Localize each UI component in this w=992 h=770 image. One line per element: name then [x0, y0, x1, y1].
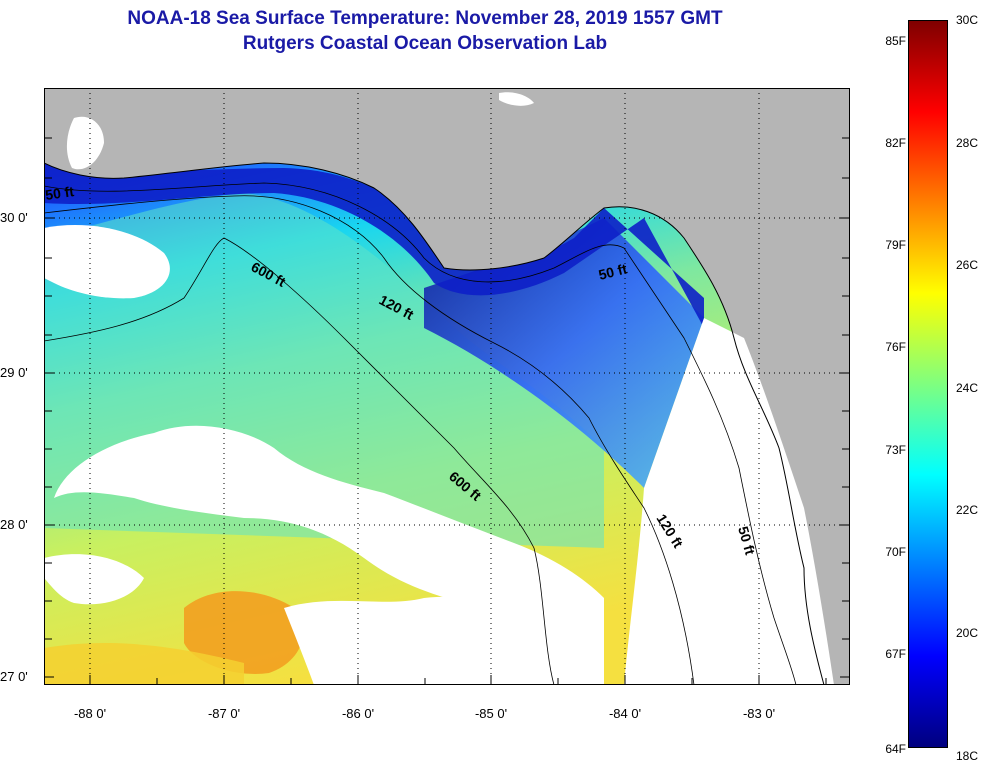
contour-600ft: [44, 237, 555, 685]
title-line-1: NOAA-18 Sea Surface Temperature: Novembe…: [127, 8, 723, 29]
cb-f-70: 70F: [885, 545, 906, 559]
sst-map-canvas: 50 ft 600 ft 120 ft 50 ft 600 ft 120 ft …: [44, 88, 850, 685]
cb-f-76: 76F: [885, 340, 906, 354]
lon-label-87: -87 0': [207, 706, 241, 721]
cloud-central: [54, 425, 604, 618]
cb-c-28: 28C: [956, 136, 979, 150]
lat-label-27: 27 0': [0, 669, 28, 684]
map-border: [44, 88, 850, 685]
contour-label-7: 50 ft: [735, 524, 758, 556]
lat-label-30: 30 0': [0, 210, 28, 225]
cb-c-20: 20C: [956, 626, 979, 640]
cloud-south: [284, 596, 604, 685]
cb-f-79: 79F: [885, 238, 906, 252]
lat-label-29: 29 0': [0, 365, 28, 380]
cloud-north: [499, 92, 534, 106]
cb-c-18: 18C: [956, 749, 979, 763]
cb-f-67: 67F: [885, 647, 906, 661]
cb-f-73: 73F: [885, 443, 906, 457]
lon-label-88: -88 0': [73, 706, 107, 721]
cloud-northwest: [44, 225, 170, 299]
cb-c-30: 30C: [956, 13, 979, 27]
cb-c-22: 22C: [956, 503, 979, 517]
lon-label-86: -86 0': [341, 706, 375, 721]
cb-c-26: 26C: [956, 258, 979, 272]
land-mass: [44, 88, 850, 685]
contour-120ft: [44, 195, 695, 685]
lon-label-83: -83 0': [742, 706, 776, 721]
cloud-inland: [66, 116, 104, 170]
cloud-west: [44, 554, 144, 605]
temperature-colorbar: [908, 20, 948, 748]
title-block: NOAA-18 Sea Surface Temperature: Novembe…: [0, 6, 850, 56]
coastline: [44, 162, 825, 685]
cb-f-82: 82F: [885, 136, 906, 150]
cloud-east: [624, 318, 834, 685]
sst-warm-patch: [184, 591, 304, 674]
contour-50ft: [44, 182, 797, 685]
sst-warm-south: [44, 643, 244, 685]
title-line-2: Rutgers Coastal Ocean Observation Lab: [242, 33, 608, 54]
lon-label-85: -85 0': [474, 706, 508, 721]
lon-label-84: -84 0': [608, 706, 642, 721]
axis-ticks: [44, 137, 850, 685]
cb-f-64: 64F: [885, 742, 906, 756]
sst-map: 50 ft 600 ft 120 ft 50 ft 600 ft 120 ft …: [44, 88, 850, 685]
contour-label-1: 50 ft: [44, 183, 75, 203]
cb-f-85: 85F: [885, 34, 906, 48]
cb-c-24: 24C: [956, 381, 979, 395]
lat-label-28: 28 0': [0, 517, 28, 532]
contour-label-4: 50 ft: [597, 260, 629, 283]
